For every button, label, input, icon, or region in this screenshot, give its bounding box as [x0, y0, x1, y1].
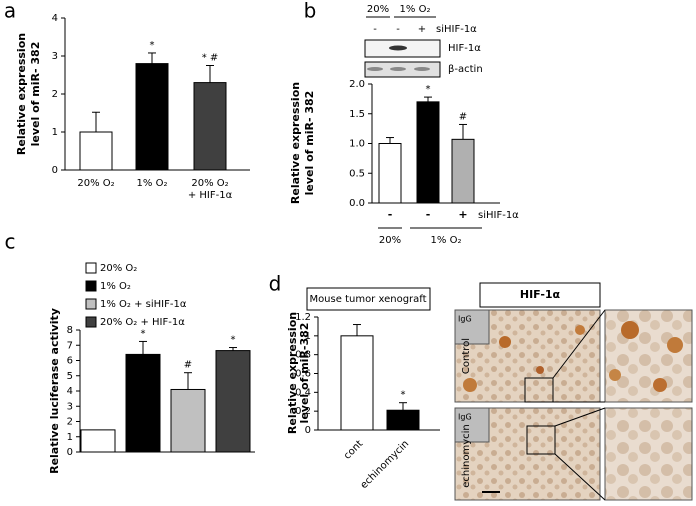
legend-swatch [85, 280, 97, 292]
y-tick-label: 0.2 [295, 406, 311, 417]
bar [378, 143, 402, 204]
panel-label: d [269, 272, 282, 296]
bar [215, 350, 251, 453]
row-label: Control [461, 338, 472, 374]
band-label: HIF-1α [448, 43, 481, 54]
legend-label: 20% O₂ + HIF-1α [100, 317, 185, 328]
y-tick-label: 2 [52, 89, 58, 100]
group-label: 1% O₂ [431, 235, 462, 246]
y-tick-label: 0 [305, 425, 311, 436]
y-tick-label: 0.0 [349, 198, 365, 209]
bar [135, 63, 169, 171]
y-tick-label: 1 [67, 432, 73, 443]
legend-label: 1% O₂ + siHIF-1α [100, 299, 187, 310]
y-tick-label: 4 [67, 386, 73, 397]
title-box [306, 287, 431, 311]
y-axis-label: Relative expression [286, 312, 299, 434]
y-tick-label: 1 [305, 331, 311, 342]
blot-sirna: - [396, 24, 400, 35]
y-tick-label: 0.8 [295, 350, 311, 361]
y-axis-label: level of miR-382 [298, 323, 311, 424]
y-tick-label: 2 [67, 417, 73, 428]
y-tick-label: 6 [67, 356, 73, 367]
y-tick-label: 1 [52, 127, 58, 138]
inset-label: IgG [458, 315, 472, 324]
y-tick-label: 3 [67, 401, 73, 412]
blot-group: 20% [367, 4, 389, 15]
y-tick-label: 2.0 [349, 79, 365, 90]
panel-label: c [5, 230, 16, 254]
blot-sirna-label: siHIF-1α [436, 24, 477, 35]
y-axis-label: Relative expression [289, 82, 302, 204]
bar [80, 429, 116, 453]
y-tick-label: 5 [67, 371, 73, 382]
x-tick-label: + HIF-1α [188, 190, 233, 201]
row-label: echinomycin [461, 424, 472, 488]
histology-title: HIF-1α [520, 288, 561, 301]
x-tick-label: cont [342, 438, 365, 461]
significance: * [141, 328, 146, 339]
x-tick-label: 20% O₂ [191, 178, 228, 189]
bar [193, 82, 227, 171]
legend-label: 1% O₂ [100, 281, 131, 292]
legend-label: 20% O₂ [100, 263, 137, 274]
y-tick-label: 8 [67, 325, 73, 336]
y-tick-label: 0.6 [295, 369, 311, 380]
significance: * [401, 390, 406, 401]
panel-label: a [4, 0, 16, 23]
significance: * [231, 335, 236, 346]
group-label: 20% [379, 235, 401, 246]
y-tick-label: 1.5 [349, 109, 365, 120]
significance: * [150, 40, 155, 51]
x-tick-label: echinomycin [359, 438, 412, 491]
y-axis-label: Relative expression [15, 33, 28, 155]
chart-title: Mouse tumor xenograft [309, 294, 426, 305]
western-blot [364, 16, 482, 229]
y-tick-label: 1.2 [295, 312, 311, 323]
inset-label: IgG [458, 413, 472, 422]
significance: * # [202, 53, 219, 64]
bar [386, 409, 420, 431]
y-tick-label: 0.5 [349, 168, 365, 179]
histology-images [454, 282, 693, 501]
bar [170, 388, 206, 453]
x-tick-label: - [388, 208, 393, 221]
legend-swatch [85, 298, 97, 310]
significance: # [184, 360, 192, 371]
band-label: β-actin [448, 64, 483, 75]
y-tick-label: 7 [67, 340, 73, 351]
blot-group: 1% O₂ [400, 4, 431, 15]
blot-sirna: + [418, 24, 426, 35]
significance: # [459, 111, 467, 122]
legend-swatch [85, 262, 97, 274]
panel-label: b [304, 0, 317, 23]
y-axis-label: level of miR- 382 [303, 91, 316, 196]
sirna-label: siHIF-1α [478, 210, 519, 221]
y-tick-label: 0 [52, 165, 58, 176]
x-tick-label: - [426, 208, 431, 221]
y-tick-label: 0.4 [295, 387, 311, 398]
y-tick-label: 3 [52, 51, 58, 62]
y-axis-label: Relative luciferase activity [48, 308, 61, 474]
bar [340, 335, 374, 431]
bar [125, 353, 161, 453]
bar [79, 131, 113, 171]
legend-swatch [85, 316, 97, 328]
y-axis-label: level of miR- 382 [29, 42, 42, 147]
bar [451, 138, 475, 204]
significance: * [426, 84, 431, 95]
x-tick-label: 1% O₂ [137, 178, 168, 189]
x-tick-label: + [458, 208, 467, 221]
y-tick-label: 0 [67, 447, 73, 458]
x-tick-label: 20% O₂ [77, 178, 114, 189]
bar [416, 101, 440, 204]
y-tick-label: 1.0 [349, 139, 365, 150]
y-tick-label: 4 [52, 13, 58, 24]
blot-sirna: - [373, 24, 377, 35]
